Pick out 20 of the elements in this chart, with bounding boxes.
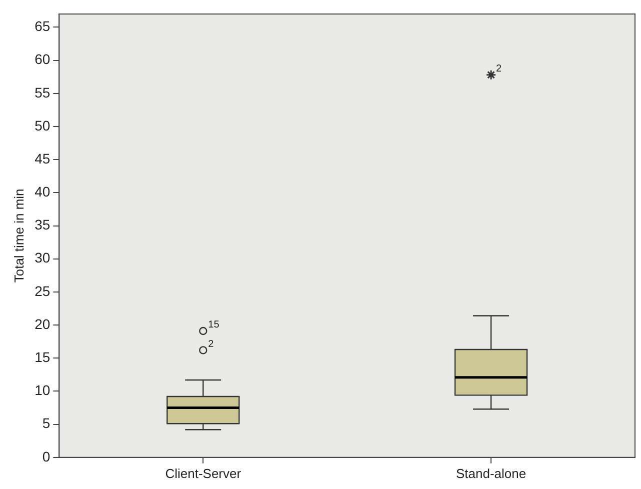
y-tick-label: 65 [34, 18, 50, 34]
x-tick-label: Client-Server [165, 466, 242, 481]
y-tick-label: 35 [34, 216, 50, 233]
y-tick-label: 20 [34, 316, 50, 332]
y-tick-label: 0 [42, 448, 50, 464]
y-axis-title: Total time in min [11, 188, 26, 283]
y-tick-label: 50 [34, 117, 50, 134]
annotation: 2 [208, 338, 214, 350]
annotation: 15 [208, 320, 220, 331]
y-tick-label: 10 [34, 382, 50, 398]
y-tick-label: 5 [42, 415, 50, 432]
y-tick-label: 15 [34, 348, 50, 365]
y-tick-label: 30 [34, 250, 50, 266]
y-tick-label: 25 [34, 282, 50, 299]
y-tick-label: 40 [34, 184, 50, 200]
annotation: 2 [496, 64, 502, 75]
y-tick-label: 55 [34, 84, 50, 100]
y-tick-label: 60 [34, 51, 50, 68]
y-tick-label: 45 [34, 150, 50, 166]
x-tick-label: Stand-alone [456, 466, 526, 481]
